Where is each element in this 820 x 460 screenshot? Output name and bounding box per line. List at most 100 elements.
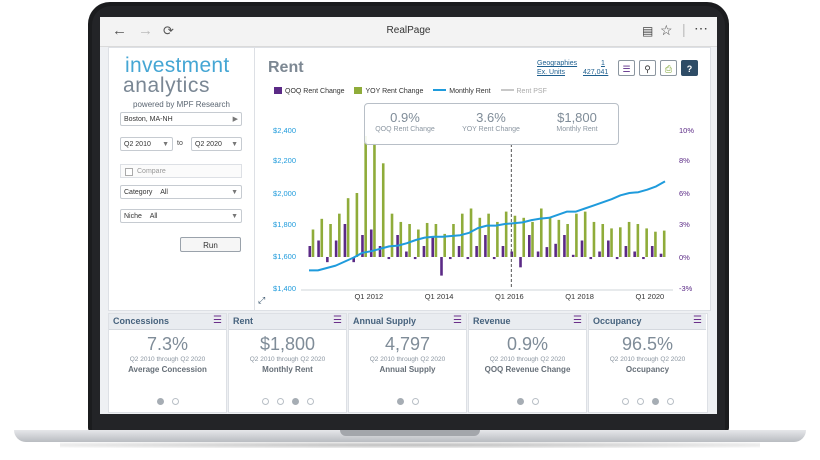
to-quarter-select[interactable]: Q2 2020 ▼	[191, 137, 242, 151]
yoy-bar	[592, 221, 596, 257]
pager-dot[interactable]	[306, 398, 314, 405]
right-axis-tick: 8%	[679, 156, 690, 165]
pager-dot[interactable]	[291, 398, 299, 405]
yoy-bar	[399, 221, 403, 257]
qoq-bar	[642, 257, 645, 260]
chevron-down-icon: ▼	[231, 141, 238, 148]
chevron-down-icon: ▼	[231, 189, 238, 196]
card-value: 0.9%	[506, 334, 549, 354]
card-revenue[interactable]: Revenue ☰ 0.9% Q2 2010 through Q2 2020 QO…	[468, 313, 587, 413]
compare-checkbox[interactable]: Compare	[120, 164, 242, 178]
niche-select[interactable]: Niche All ▼	[120, 209, 242, 223]
expand-icon[interactable]: ⤢	[258, 295, 266, 305]
pager-dot[interactable]	[396, 398, 404, 405]
qoq-bar	[563, 235, 566, 257]
pager-dot[interactable]	[651, 398, 659, 405]
legend-monthly-rent[interactable]: Monthly Rent	[433, 88, 491, 95]
help-icon[interactable]: ?	[681, 60, 698, 76]
more-icon[interactable]: ⋯	[694, 20, 708, 36]
legend-rent-psf[interactable]: Rent PSF	[500, 88, 547, 95]
market-select[interactable]: Boston, MA-NH ▶	[120, 112, 242, 126]
run-button[interactable]: Run	[180, 237, 241, 252]
tooltip-rent-value: $1,800	[557, 110, 597, 125]
left-axis-tick: $1,800	[273, 220, 296, 229]
yoy-bar	[434, 224, 438, 257]
qoq-bar	[659, 253, 663, 257]
card-pager	[349, 398, 466, 405]
yoy-bar	[548, 217, 552, 257]
category-select[interactable]: Category All ▼	[120, 185, 242, 199]
yoy-bar	[575, 213, 578, 257]
refresh-icon[interactable]: ⟳	[163, 23, 174, 38]
yoy-bar	[487, 213, 490, 257]
menu-icon[interactable]: ☰	[618, 60, 635, 76]
qoq-bar	[598, 251, 601, 257]
tooltip-yoy-label: YOY Rent Change	[462, 126, 520, 133]
chart-title: Rent	[268, 59, 304, 76]
qoq-bar	[457, 246, 461, 257]
menu-icon[interactable]: ☰	[573, 315, 582, 326]
card-concessions[interactable]: Concessions ☰ 7.3% Q2 2010 through Q2 202…	[108, 313, 227, 413]
pager-dot[interactable]	[411, 398, 419, 405]
card-value: $1,800	[259, 334, 316, 354]
chevron-down-icon: ▼	[162, 141, 169, 148]
app-content: investment analytics powered by MPF Rese…	[100, 47, 717, 414]
pager-dot[interactable]	[516, 398, 524, 405]
yoy-bar	[320, 218, 324, 257]
pager-dot[interactable]	[261, 398, 269, 405]
card-pager	[469, 398, 586, 405]
card-annual-supply[interactable]: Annual Supply ☰ 4,797 Q2 2010 through Q2 …	[348, 313, 467, 413]
units-count[interactable]: 427,041	[583, 69, 609, 76]
yoy-bar	[408, 224, 411, 257]
right-axis-tick: -3%	[679, 284, 693, 293]
laptop-notch	[340, 430, 480, 436]
checkbox-icon	[125, 168, 133, 176]
qoq-bar	[431, 237, 435, 257]
tooltip-rent-label: Monthly Rent	[556, 126, 598, 133]
qoq-bar	[554, 243, 557, 257]
forward-icon[interactable]: →	[138, 22, 153, 39]
x-axis-tick: Q1 2018	[565, 292, 594, 301]
pager-dot[interactable]	[636, 398, 644, 405]
pager-dot[interactable]	[156, 398, 164, 405]
menu-icon[interactable]: ☰	[453, 315, 462, 326]
pager-dot[interactable]	[621, 398, 629, 405]
x-axis-tick: Q1 2014	[425, 292, 454, 301]
zoom-icon[interactable]: ⚲	[639, 60, 656, 76]
yoy-bar	[452, 224, 455, 257]
qoq-bar	[536, 251, 540, 257]
yoy-bar	[531, 221, 534, 257]
menu-icon[interactable]: ☰	[333, 315, 342, 326]
monthly-rent-line	[309, 180, 666, 272]
menu-icon[interactable]: ☰	[693, 315, 702, 326]
geographies-count[interactable]: 1	[601, 60, 605, 67]
legend-qoq[interactable]: QOQ Rent Change	[274, 87, 345, 95]
pager-dot[interactable]	[276, 398, 284, 405]
left-axis-tick: $1,400	[273, 284, 296, 293]
print-icon[interactable]: ⎙	[660, 60, 677, 76]
legend-yoy[interactable]: YOY Rent Change	[354, 87, 423, 95]
logo-investment: investment	[125, 54, 230, 77]
chevron-down-icon: ▼	[231, 213, 238, 220]
card-label: QOQ Revenue Change	[484, 365, 571, 374]
geographies-link[interactable]: Geographies	[537, 60, 578, 67]
pager-dot[interactable]	[666, 398, 674, 405]
back-icon[interactable]: ←	[112, 22, 127, 39]
tooltip-qoq-value: 0.9%	[390, 110, 420, 125]
yoy-bar	[443, 233, 446, 257]
reading-view-icon[interactable]: ▤	[642, 24, 654, 38]
qoq-bar	[361, 235, 364, 257]
qoq-bar	[624, 246, 628, 257]
pager-dot[interactable]	[531, 398, 539, 405]
favorite-icon[interactable]: ☆	[660, 22, 673, 38]
from-quarter-select[interactable]: Q2 2010 ▼	[120, 137, 173, 151]
browser-title: RealPage	[386, 25, 431, 36]
qoq-bar	[440, 257, 443, 276]
menu-icon[interactable]: ☰	[213, 315, 222, 326]
rent-chart: $1,400 $1,600 $1,800 $2,000 $2,200 $2,400 -3% 0…	[273, 126, 694, 301]
card-occupancy[interactable]: Occupancy ☰ 96.5% Q2 2010 through Q2 2020…	[588, 313, 708, 413]
pager-dot[interactable]	[171, 398, 179, 405]
card-rent[interactable]: Rent ☰ $1,800 Q2 2010 through Q2 2020 Mon…	[228, 313, 347, 413]
qoq-bar	[519, 257, 522, 268]
units-link[interactable]: Ex. Units	[537, 69, 566, 76]
